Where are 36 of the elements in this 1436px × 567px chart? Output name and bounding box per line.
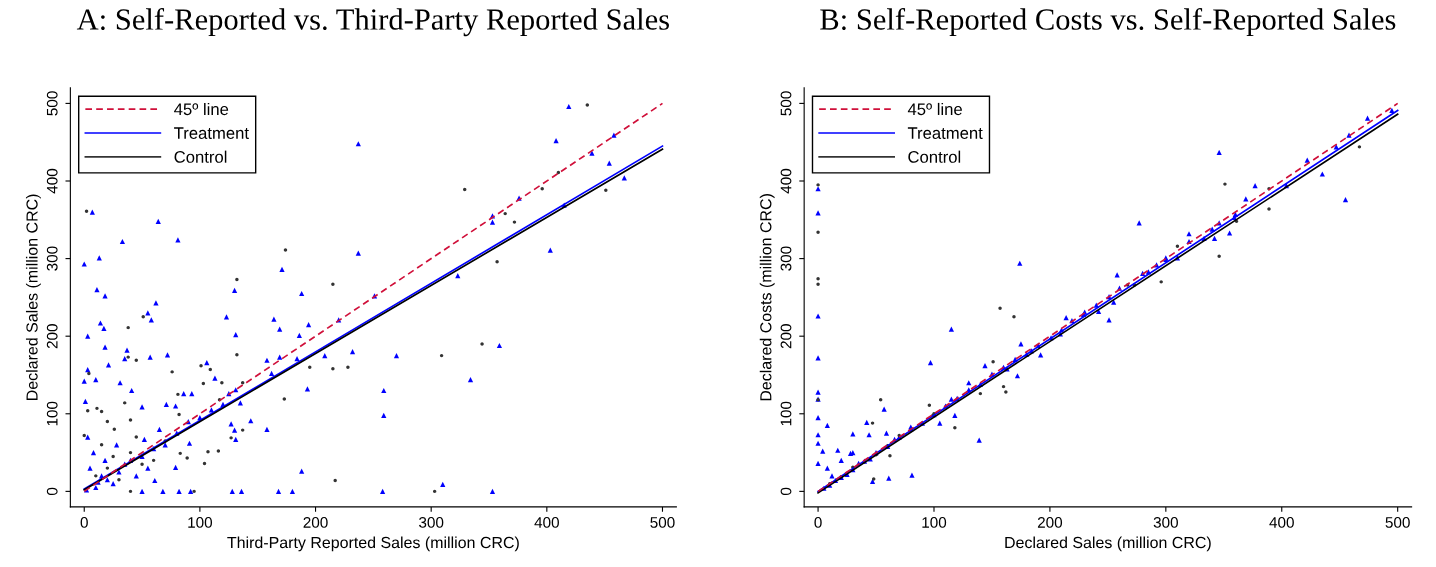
y-tick-label: 300 [46, 246, 58, 271]
x-axis-title: Third-Party Reported Sales (million CRC) [227, 536, 519, 552]
legend-label: Treatment [174, 127, 249, 139]
y-tick-label: 300 [780, 246, 792, 271]
legend-label: Control [908, 150, 961, 163]
legend-label: 45º line [907, 102, 962, 116]
y-tick-label: 100 [780, 401, 792, 426]
legend-label: 45º line [174, 102, 229, 116]
x-tick-label: 400 [1269, 517, 1294, 528]
x-axis-title: Declared Sales (million CRC) [1005, 536, 1211, 552]
y-tick-label: 0 [780, 487, 792, 496]
x-tick-label: 500 [1385, 517, 1410, 528]
x-tick-label: 100 [922, 517, 947, 528]
x-tick-label: 400 [534, 517, 559, 528]
y-tick-label: 100 [46, 401, 58, 426]
chart-title: A: Self-Reported vs. Third-Party Reported Sales [76, 8, 669, 37]
chart-title: B: Self-Reported Costs vs. Self-Reported Sales [820, 8, 1396, 37]
x-tick-label: 300 [1153, 517, 1178, 528]
x-tick-label: 200 [303, 517, 328, 528]
x-tick-label: 500 [650, 517, 675, 528]
x-tick-label: 0 [814, 517, 822, 528]
x-tick-label: 0 [80, 517, 88, 528]
y-axis-title: Declared Sales (million CRC) [25, 194, 41, 400]
legend-label: Treatment [907, 127, 983, 139]
y-axis-title: Declared Costs (million CRC) [759, 194, 775, 401]
y-tick-label: 400 [46, 168, 58, 194]
x-tick-label: 200 [1037, 517, 1063, 528]
y-tick-label: 200 [46, 324, 58, 349]
legend-label: Control [174, 150, 227, 163]
y-tick-label: 400 [780, 168, 792, 194]
y-tick-label: 500 [780, 91, 792, 116]
y-tick-label: 500 [46, 91, 58, 116]
y-tick-label: 200 [780, 324, 792, 349]
x-tick-label: 100 [188, 517, 213, 528]
y-tick-label: 0 [46, 487, 58, 496]
x-tick-label: 300 [419, 517, 444, 528]
